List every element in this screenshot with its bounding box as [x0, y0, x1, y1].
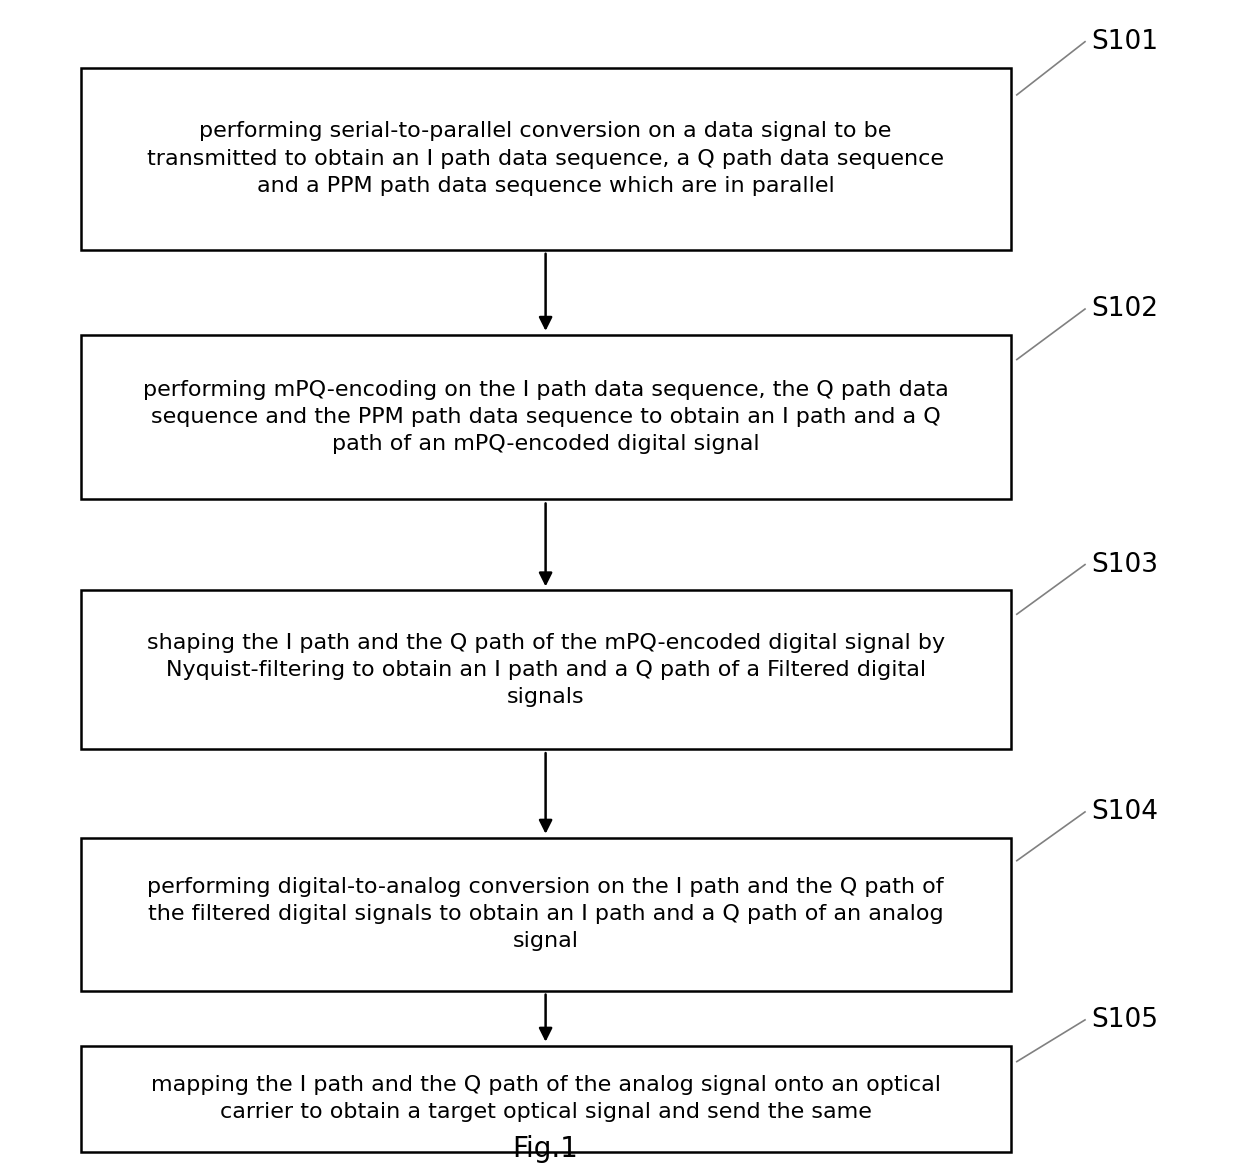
Text: S101: S101	[1091, 28, 1158, 55]
Text: S102: S102	[1091, 296, 1158, 322]
Bar	[81, 335, 1011, 499]
Text: Fig.1: Fig.1	[512, 1135, 579, 1163]
Text: S104: S104	[1091, 799, 1158, 825]
Text: performing serial-to-parallel conversion on a data signal to be
transmitted to o: performing serial-to-parallel conversion…	[148, 121, 944, 196]
Text: S105: S105	[1091, 1007, 1158, 1033]
Text: performing digital-to-analog conversion on the I path and the Q path of
the filt: performing digital-to-analog conversion …	[148, 877, 944, 952]
Bar	[81, 590, 1011, 750]
Text: shaping the I path and the Q path of the mPQ-encoded digital signal by
Nyquist-f: shaping the I path and the Q path of the…	[146, 632, 945, 707]
Text: performing mPQ-encoding on the I path data sequence, the Q path data
sequence an: performing mPQ-encoding on the I path da…	[143, 380, 949, 455]
Bar	[81, 1046, 1011, 1152]
Text: S103: S103	[1091, 551, 1158, 578]
Text: mapping the I path and the Q path of the analog signal onto an optical
carrier t: mapping the I path and the Q path of the…	[150, 1075, 941, 1122]
Bar	[81, 67, 1011, 250]
Bar	[81, 838, 1011, 991]
